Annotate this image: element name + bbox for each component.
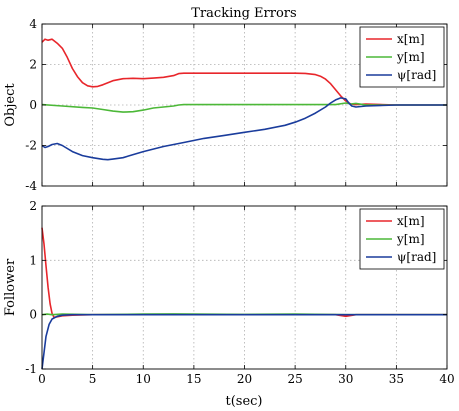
y-tick-label: 2 bbox=[29, 58, 37, 72]
y-tick-label: -1 bbox=[25, 362, 37, 376]
series-line-x bbox=[41, 38, 447, 106]
x-tick-label: 35 bbox=[389, 372, 404, 386]
y-tick-label: 4 bbox=[29, 17, 37, 31]
y-tick-label: -2 bbox=[25, 139, 37, 153]
y-tick-label: 0 bbox=[29, 98, 37, 112]
x-tick-label: 30 bbox=[338, 372, 353, 386]
legend: x[m] y[m] ψ[rad] bbox=[359, 208, 445, 270]
figure-title: Tracking Errors bbox=[191, 6, 296, 21]
follower-panel: 0 5 10 15 20 25 30 35 40-1012Followerx[m]y[m]ψ[r… bbox=[3, 199, 455, 386]
x-tick-label: 10 bbox=[136, 372, 151, 386]
x-tick-label: 0 bbox=[38, 372, 46, 386]
object-panel: -4 -2 0 2 4 Object x[m] y[m] ψ[rad] bbox=[3, 17, 448, 193]
x-tick-label: 40 bbox=[439, 372, 454, 386]
legend: x[m] y[m] ψ[rad] bbox=[359, 26, 445, 88]
x-tick-label: 25 bbox=[287, 372, 302, 386]
legend-entry: ψ[rad] bbox=[397, 68, 436, 82]
y-tick-label: 0 bbox=[29, 308, 37, 322]
legend-entry: ψ[rad] bbox=[397, 250, 436, 264]
x-tick-label: 20 bbox=[237, 372, 252, 386]
legend-box bbox=[359, 26, 445, 88]
series-line-psi bbox=[41, 313, 447, 370]
y-tick-label: 1 bbox=[29, 253, 37, 267]
series-line-y bbox=[41, 102, 447, 113]
y-tick-label: -4 bbox=[25, 179, 37, 193]
x-axis-label: t(sec) bbox=[225, 394, 262, 409]
y-axis-label: Follower bbox=[3, 258, 18, 316]
legend-entry: x[m] bbox=[397, 32, 425, 46]
legend-entry: y[m] bbox=[396, 50, 425, 64]
x-tick-label: 5 bbox=[89, 372, 97, 386]
y-tick-label: 2 bbox=[29, 199, 37, 213]
legend-entry: x[m] bbox=[397, 214, 425, 228]
y-axis-label: Object bbox=[3, 83, 18, 127]
legend-entry: y[m] bbox=[396, 232, 425, 246]
series-line-psi bbox=[41, 97, 447, 161]
x-tick-label: 15 bbox=[186, 372, 201, 386]
